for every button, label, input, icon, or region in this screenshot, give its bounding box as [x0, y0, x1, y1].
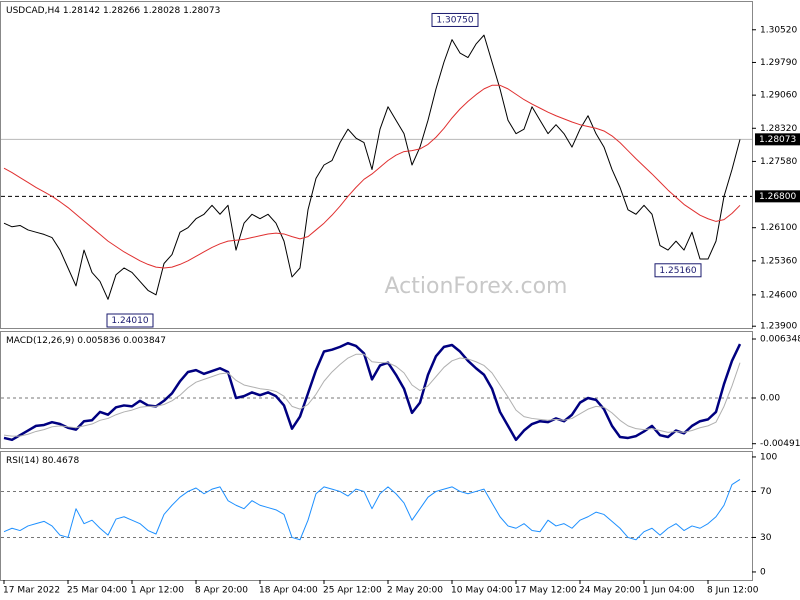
- x-tick-label: 24 May 20:00: [579, 586, 641, 596]
- rsi-header: RSI(14) 80.4678: [6, 456, 79, 466]
- y-tick-label: 1.29060: [760, 91, 797, 101]
- x-tick-label: 25 Mar 04:00: [67, 586, 127, 596]
- macd-panel: [0, 331, 753, 449]
- level-box: [755, 190, 800, 203]
- y-tick-label: 1.26100: [760, 223, 797, 233]
- y-tick-label: 1.29790: [760, 58, 797, 68]
- x-tick-label: 17 May 12:00: [515, 586, 577, 596]
- macd-header: MACD(12,26,9) 0.005836 0.003847: [6, 336, 166, 346]
- last-price-label: 1.28073: [759, 135, 796, 145]
- x-tick-label: 1 Jun 04:00: [643, 586, 695, 596]
- y-tick-label: 100: [760, 452, 777, 462]
- plot-layer: 1.30520 1.29790 1.29060 1.28320 1.27580 1.261…: [1, 12, 800, 596]
- y-tick-label: 30: [760, 533, 772, 543]
- quote-high: 1.28266: [103, 6, 140, 16]
- quote-open: 1.28142: [63, 6, 100, 16]
- annotation-box: [431, 12, 479, 27]
- y-tick-label: 0: [760, 567, 766, 577]
- macd-title: MACD(12,26,9): [6, 336, 74, 346]
- annotation-box: [654, 263, 702, 278]
- symbol: USDCAD,H4: [6, 6, 60, 16]
- x-tick-label: 2 May 20:00: [387, 586, 443, 596]
- y-tick-label: 0.00: [760, 393, 780, 403]
- rsi-reading: 80.4678: [42, 456, 79, 466]
- level-label: 1.26800: [759, 192, 796, 202]
- macd-signal-reading: 0.003847: [123, 336, 166, 346]
- annotation-box: [106, 313, 154, 328]
- y-tick-label: -0.004918: [760, 439, 800, 449]
- macd-main-reading: 0.005836: [77, 336, 120, 346]
- last-price-box: [755, 133, 800, 146]
- annotation-label: 1.30750: [436, 15, 473, 25]
- rsi-panel: [0, 451, 753, 581]
- y-tick-label: 0.006348: [760, 334, 800, 344]
- price-header: USDCAD,H4 1.28142 1.28266 1.28028 1.2807…: [6, 6, 220, 16]
- series-line: [3, 34, 741, 300]
- x-tick-label: 17 Mar 2022: [3, 586, 60, 596]
- x-tick-label: 25 Apr 12:00: [323, 586, 382, 596]
- y-tick-label: 1.28320: [760, 124, 797, 134]
- y-tick-label: 1.30520: [760, 25, 797, 35]
- x-tick-label: 1 Apr 12:00: [131, 586, 184, 596]
- y-tick-label: 1.25360: [760, 256, 797, 266]
- x-tick-label: 18 Apr 04:00: [259, 586, 318, 596]
- price-panel: [0, 1, 753, 329]
- series-line: [3, 478, 741, 541]
- series-line: [3, 341, 742, 442]
- series-line: [3, 84, 741, 269]
- quote-close: 1.28073: [183, 6, 220, 16]
- annotation-label: 1.25160: [659, 266, 696, 276]
- rsi-title: RSI(14): [6, 456, 39, 466]
- series-line: [3, 353, 741, 437]
- x-tick-label: 8 Apr 20:00: [195, 586, 248, 596]
- x-tick-label: 8 Jun 12:00: [707, 586, 759, 596]
- y-tick-label: 1.27580: [760, 157, 797, 167]
- x-tick-label: 10 May 04:00: [451, 586, 513, 596]
- annotation-label: 1.24010: [111, 316, 148, 326]
- quote-low: 1.28028: [143, 6, 180, 16]
- y-tick-label: 1.24600: [760, 290, 797, 300]
- y-tick-label: 1.23900: [760, 322, 797, 332]
- y-tick-label: 70: [760, 487, 772, 497]
- watermark: ActionForex.com: [385, 274, 568, 299]
